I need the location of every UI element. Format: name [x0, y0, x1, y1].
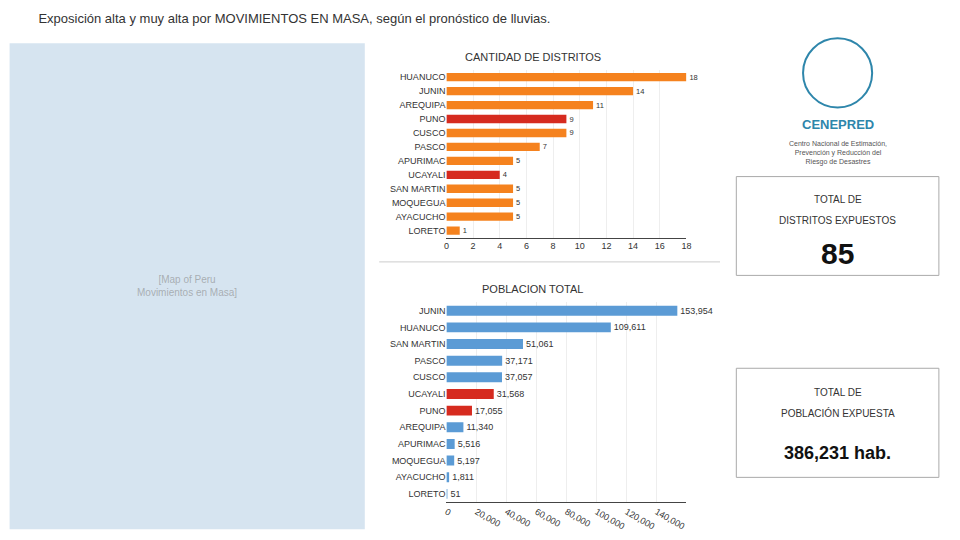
svg-text:MOQUEGUA: MOQUEGUA [392, 456, 446, 466]
svg-text:5,516: 5,516 [458, 439, 480, 449]
svg-text:40,000: 40,000 [503, 506, 532, 528]
svg-text:DISTRITOS EXPUESTOS: DISTRITOS EXPUESTOS [779, 215, 896, 226]
svg-text:APURIMAC: APURIMAC [398, 156, 446, 166]
svg-text:4: 4 [497, 241, 502, 251]
svg-text:HUANUCO: HUANUCO [400, 72, 446, 82]
svg-text:80,000: 80,000 [563, 506, 592, 528]
svg-text:31,568: 31,568 [497, 389, 524, 399]
svg-text:51,061: 51,061 [526, 339, 553, 349]
svg-text:8: 8 [551, 241, 556, 251]
svg-text:APURIMAC: APURIMAC [398, 439, 446, 449]
svg-text:CENEPRED: CENEPRED [802, 117, 874, 132]
svg-text:18: 18 [681, 241, 691, 251]
svg-text:386,231 hab.: 386,231 hab. [784, 443, 891, 463]
svg-text:SAN MARTIN: SAN MARTIN [390, 339, 445, 349]
svg-text:18: 18 [689, 73, 697, 82]
svg-text:120,000: 120,000 [623, 506, 656, 531]
svg-text:109,611: 109,611 [614, 322, 646, 332]
svg-text:UCAYALI: UCAYALI [408, 389, 445, 399]
svg-text:SAN MARTIN: SAN MARTIN [390, 184, 445, 194]
svg-text:AREQUIPA: AREQUIPA [400, 422, 446, 432]
svg-text:AYACUCHO: AYACUCHO [396, 212, 446, 222]
svg-text:5: 5 [516, 156, 520, 165]
svg-text:14: 14 [628, 241, 638, 251]
svg-text:9: 9 [569, 128, 573, 137]
svg-text:TOTAL DE: TOTAL DE [814, 194, 862, 205]
svg-text:POBLACIÓN EXPUESTA: POBLACIÓN EXPUESTA [781, 407, 895, 419]
svg-text:CANTIDAD DE DISTRITOS: CANTIDAD DE DISTRITOS [465, 51, 601, 63]
svg-text:MOQUEGUA: MOQUEGUA [392, 198, 446, 208]
svg-text:5: 5 [516, 212, 520, 221]
svg-text:85: 85 [821, 237, 854, 270]
svg-text:37,057: 37,057 [505, 372, 532, 382]
svg-text:LORETO: LORETO [409, 489, 446, 499]
svg-text:17,055: 17,055 [475, 406, 502, 416]
svg-text:14: 14 [636, 87, 644, 96]
svg-text:UCAYALI: UCAYALI [408, 170, 445, 180]
svg-text:[Map of PeruMovimientos en Mas: [Map of PeruMovimientos en Masa] [137, 274, 237, 298]
svg-text:1: 1 [463, 226, 467, 235]
svg-text:4: 4 [503, 170, 507, 179]
svg-text:PASCO: PASCO [415, 142, 446, 152]
svg-text:Centro Nacional de Estimación,: Centro Nacional de Estimación,Prevención… [789, 140, 887, 166]
svg-text:CUSCO: CUSCO [413, 128, 446, 138]
svg-text:20,000: 20,000 [473, 506, 502, 528]
svg-text:100,000: 100,000 [593, 506, 626, 531]
svg-text:51: 51 [450, 489, 460, 499]
svg-text:9: 9 [569, 115, 573, 124]
svg-text:5: 5 [516, 198, 520, 207]
svg-text:AYACUCHO: AYACUCHO [396, 472, 446, 482]
svg-text:10: 10 [575, 241, 585, 251]
svg-text:11,340: 11,340 [466, 422, 493, 432]
svg-text:LORETO: LORETO [409, 226, 446, 236]
svg-text:1,811: 1,811 [452, 472, 474, 482]
svg-text:JUNIN: JUNIN [419, 86, 446, 96]
svg-text:5,197: 5,197 [457, 456, 479, 466]
svg-text:140,000: 140,000 [653, 506, 686, 531]
svg-text:PUNO: PUNO [419, 406, 445, 416]
svg-text:0: 0 [444, 241, 449, 251]
svg-text:153,954: 153,954 [680, 306, 712, 316]
svg-text:16: 16 [655, 241, 665, 251]
svg-text:60,000: 60,000 [533, 506, 562, 528]
svg-text:JUNIN: JUNIN [419, 306, 446, 316]
svg-text:12: 12 [601, 241, 611, 251]
svg-text:PUNO: PUNO [419, 114, 445, 124]
svg-text:11: 11 [596, 101, 604, 110]
svg-text:2: 2 [471, 241, 476, 251]
svg-text:7: 7 [543, 142, 547, 151]
svg-text:AREQUIPA: AREQUIPA [400, 100, 446, 110]
svg-text:0: 0 [443, 506, 452, 517]
svg-text:CUSCO: CUSCO [413, 372, 446, 382]
svg-text:TOTAL DE: TOTAL DE [814, 387, 862, 398]
svg-text:6: 6 [524, 241, 529, 251]
svg-text:PASCO: PASCO [415, 356, 446, 366]
svg-text:HUANUCO: HUANUCO [400, 323, 446, 333]
svg-text:37,171: 37,171 [505, 356, 532, 366]
svg-text:Exposición alta y muy alta por: Exposición alta y muy alta por MOVIMIENT… [38, 11, 550, 26]
svg-text:POBLACION TOTAL: POBLACION TOTAL [482, 283, 583, 295]
svg-text:5: 5 [516, 184, 520, 193]
